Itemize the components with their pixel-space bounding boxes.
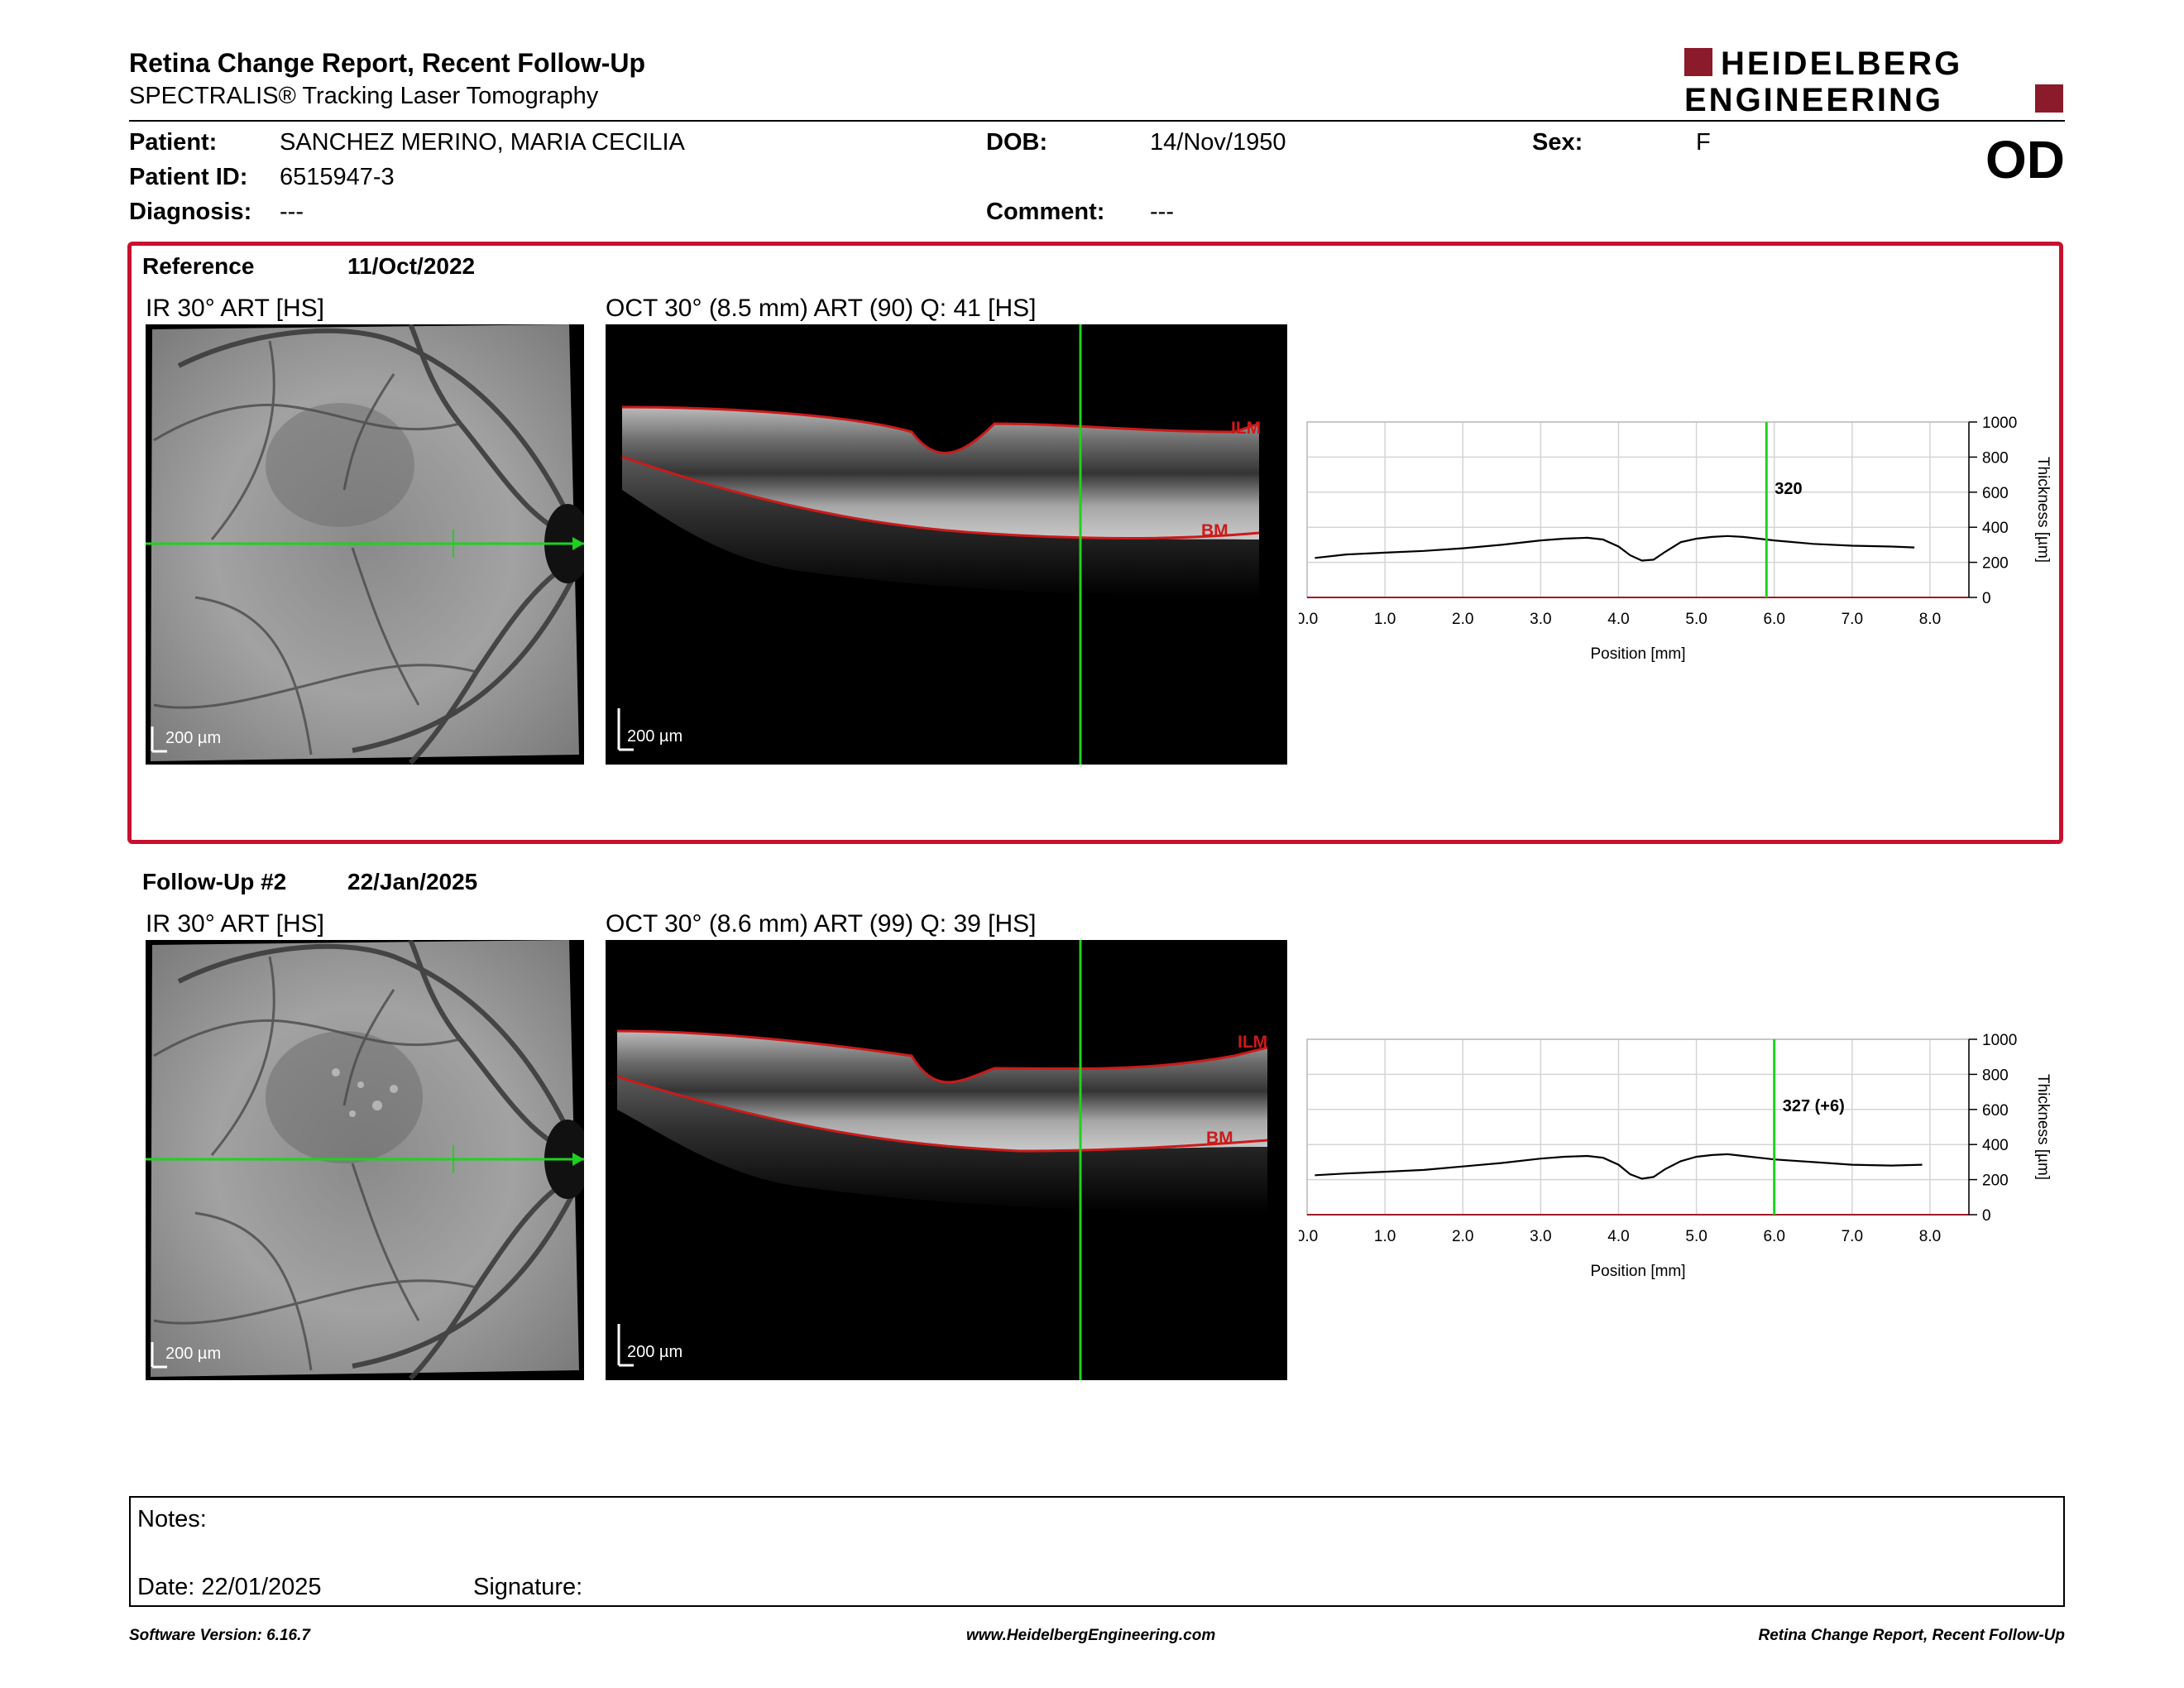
footer-software-version: Software Version: 6.16.7 <box>129 1627 310 1644</box>
x-tick-label: 0.0 <box>1299 1228 1318 1245</box>
x-tick-label: 8.0 <box>1919 611 1941 628</box>
x-tick-label: 3.0 <box>1530 611 1551 628</box>
x-tick-label: 1.0 <box>1374 611 1396 628</box>
y-tick-label: 1000 <box>1982 1032 2017 1049</box>
x-tick-label: 5.0 <box>1685 1228 1707 1245</box>
reference-date: 11/Oct/2022 <box>347 253 476 279</box>
y-tick-label: 0 <box>1982 1207 1991 1225</box>
x-axis-label: Position [mm] <box>1590 1263 1685 1280</box>
cursor-value-label: 320 <box>1774 480 1802 498</box>
notes-label: Notes: <box>137 1506 207 1532</box>
logo-text-2: ENGINEERING <box>1684 82 1943 116</box>
cursor-value-label: 327 (+6) <box>1783 1097 1845 1115</box>
bm-label-reference: BM <box>1201 521 1228 540</box>
x-tick-label: 4.0 <box>1607 611 1629 628</box>
footer-report-name: Retina Change Report, Recent Follow-Up <box>1758 1627 2065 1644</box>
ir-fundus-image-followup: 200 µm <box>146 940 584 1380</box>
signature-label: Signature: <box>473 1574 583 1600</box>
y-axis-label: Thickness [µm] <box>2034 457 2052 563</box>
ir-fundus-image-reference: 200 µm <box>146 324 584 765</box>
thickness-chart-followup: 0.0 1.0 2.0 3.0 4.0 5.0 6.0 7.0 8.0 0 200 400 600 800… <box>1299 1032 2052 1280</box>
x-tick-label: 2.0 <box>1452 1228 1473 1245</box>
y-axis-label: Thickness [µm] <box>2034 1074 2052 1180</box>
x-tick-label: 0.0 <box>1299 611 1318 628</box>
x-tick-label: 3.0 <box>1530 1228 1551 1245</box>
ilm-label-followup: ILM <box>1238 1033 1267 1052</box>
diagnosis-label: Diagnosis: <box>129 199 252 225</box>
patient-label: Patient: <box>129 129 218 156</box>
ir-title-followup: IR 30° ART [HS] <box>146 910 324 938</box>
x-tick-label: 1.0 <box>1374 1228 1396 1245</box>
y-tick-label: 800 <box>1982 449 2009 467</box>
diagnosis-value: --- <box>280 199 304 225</box>
x-tick-label: 5.0 <box>1685 611 1707 628</box>
oct-title-reference: OCT 30° (8.5 mm) ART (90) Q: 41 [HS] <box>606 295 1037 322</box>
plot-frame <box>1306 1038 1970 1216</box>
bm-label-followup: BM <box>1206 1129 1233 1148</box>
x-tick-label: 6.0 <box>1763 611 1784 628</box>
reference-label: Reference <box>142 253 255 279</box>
y-tick-label: 800 <box>1982 1067 2009 1084</box>
ilm-label-reference: ILM <box>1231 419 1261 438</box>
x-tick-label: 8.0 <box>1919 1228 1941 1245</box>
oct-title-followup: OCT 30° (8.6 mm) ART (99) Q: 39 [HS] <box>606 910 1037 938</box>
x-tick-label: 7.0 <box>1842 611 1863 628</box>
x-tick-label: 4.0 <box>1607 1228 1629 1245</box>
eye-indicator: OD <box>1985 130 2065 189</box>
report-title: Retina Change Report, Recent Follow-Up <box>129 48 646 78</box>
followup-date: 22/Jan/2025 <box>347 869 478 894</box>
thickness-line <box>1315 535 1915 562</box>
oct-scale-reference: 200 µm <box>627 727 682 746</box>
ir-scale-followup: 200 µm <box>165 1345 221 1363</box>
header-divider <box>129 120 2065 122</box>
y-tick-label: 600 <box>1982 485 2009 502</box>
sex-label: Sex: <box>1532 129 1583 156</box>
y-tick-label: 400 <box>1982 520 2009 537</box>
ir-title-reference: IR 30° ART [HS] <box>146 295 324 322</box>
x-tick-label: 7.0 <box>1842 1228 1863 1245</box>
sex-value: F <box>1696 129 1711 156</box>
date-label: Date: 22/01/2025 <box>137 1574 322 1600</box>
y-tick-label: 200 <box>1982 1172 2009 1190</box>
y-tick-label: 1000 <box>1982 415 2017 432</box>
dob-value: 14/Nov/1950 <box>1150 129 1286 156</box>
oct-scale-followup: 200 µm <box>627 1343 682 1361</box>
report-subtitle: SPECTRALIS® Tracking Laser Tomography <box>129 83 599 109</box>
comment-value: --- <box>1150 199 1174 225</box>
notes-box: Notes: Date: 22/01/2025 Signature: <box>129 1496 2065 1607</box>
x-tick-label: 2.0 <box>1452 611 1473 628</box>
x-axis-label: Position [mm] <box>1590 645 1685 663</box>
patient-id: 6515947-3 <box>280 164 395 190</box>
patient-name: SANCHEZ MERINO, MARIA CECILIA <box>280 129 685 156</box>
heidelberg-logo: HEIDELBERG ENGINEERING <box>1684 46 2063 116</box>
logo-text-1: HEIDELBERG <box>1721 46 1962 82</box>
followup-label: Follow-Up #2 <box>142 869 287 894</box>
plot-frame <box>1306 421 1970 598</box>
y-tick-label: 600 <box>1982 1102 2009 1120</box>
ir-scale-reference: 200 µm <box>165 729 221 747</box>
thickness-chart-reference: 0.0 1.0 2.0 3.0 4.0 5.0 6.0 7.0 8.0 0 200 400 600 800… <box>1299 415 2052 663</box>
footer-website: www.HeidelbergEngineering.com <box>966 1627 1216 1644</box>
x-tick-label: 6.0 <box>1763 1228 1784 1245</box>
y-tick-label: 400 <box>1982 1137 2009 1154</box>
patient-id-label: Patient ID: <box>129 164 248 190</box>
reference-frame <box>127 242 2063 844</box>
comment-label: Comment: <box>986 199 1105 225</box>
y-tick-label: 0 <box>1982 590 1991 607</box>
oct-bscan-followup: ILM BM 200 µm <box>606 940 1287 1380</box>
oct-bscan-reference: ILM BM 200 µm <box>606 324 1287 765</box>
y-tick-label: 200 <box>1982 555 2009 573</box>
dob-label: DOB: <box>986 129 1048 156</box>
